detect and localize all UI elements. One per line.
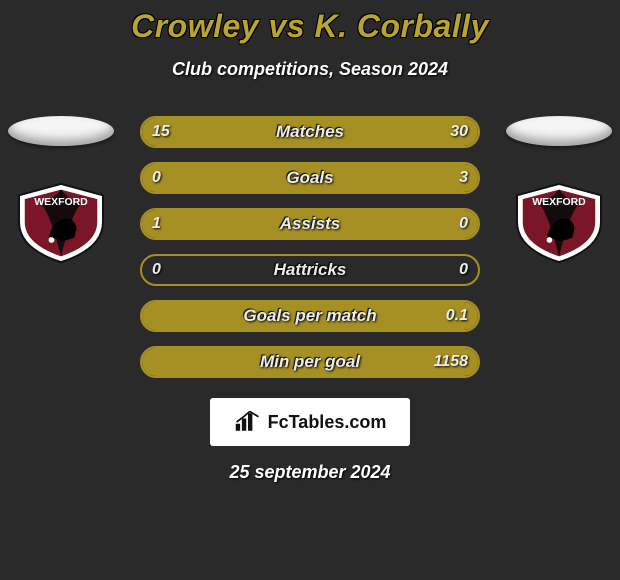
subtitle: Club competitions, Season 2024	[0, 59, 620, 80]
stat-value-right: 0.1	[446, 302, 468, 330]
svg-text:WEXFORD: WEXFORD	[532, 197, 586, 208]
club-badge-left: WEXFORD	[13, 182, 109, 264]
comparison-area: WEXFORD WEXFORD	[0, 116, 620, 378]
club-badge-right: WEXFORD	[511, 182, 607, 264]
stat-bar: Min per goal1158	[140, 346, 480, 378]
brand-badge: FcTables.com	[210, 398, 410, 446]
stat-value-right: 1158	[434, 348, 468, 376]
stat-label: Matches	[142, 118, 478, 146]
stat-label: Min per goal	[142, 348, 478, 376]
page-title: Crowley vs K. Corbally	[0, 8, 620, 45]
player-photo-placeholder	[8, 116, 114, 146]
stat-bar: Goals0 3	[140, 162, 480, 194]
stat-value-right: 3	[459, 164, 468, 192]
stat-value-right: 0	[459, 256, 468, 284]
stat-value-right: 30	[450, 118, 468, 146]
stat-label: Goals per match	[142, 302, 478, 330]
stat-bar: Goals per match0.1	[140, 300, 480, 332]
date: 25 september 2024	[0, 462, 620, 483]
stat-bar: Assists1 0	[140, 208, 480, 240]
stat-value-left: 1	[152, 210, 161, 238]
stat-bars: Matches1530Goals03Assists10Hattricks00Go…	[140, 116, 480, 378]
stat-label: Assists	[142, 210, 478, 238]
player-right: WEXFORD	[504, 116, 614, 264]
stat-bar: Matches15 30	[140, 116, 480, 148]
brand-icon	[234, 411, 262, 433]
stat-value-left: 0	[152, 256, 161, 284]
player-photo-placeholder	[506, 116, 612, 146]
svg-text:WEXFORD: WEXFORD	[34, 197, 88, 208]
stat-label: Hattricks	[142, 256, 478, 284]
stat-value-left: 15	[152, 118, 170, 146]
brand-text: FcTables.com	[268, 412, 387, 433]
stat-value-right: 0	[459, 210, 468, 238]
stat-label: Goals	[142, 164, 478, 192]
stat-value-left: 0	[152, 164, 161, 192]
stat-bar: Hattricks0 0	[140, 254, 480, 286]
player-left: WEXFORD	[6, 116, 116, 264]
